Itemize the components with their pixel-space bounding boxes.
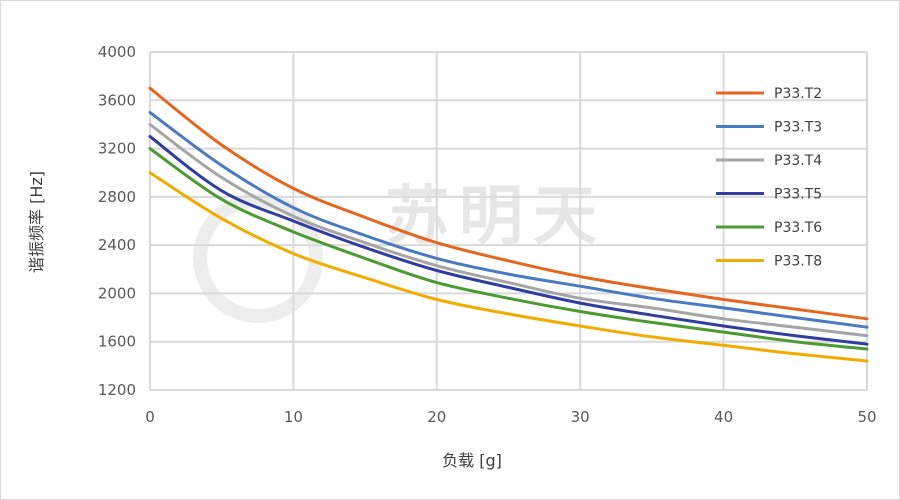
legend-label: P33.T4 [774,153,822,169]
y-tick-label: 2800 [98,188,136,206]
series-line-p33-t8 [148,171,869,363]
legend-label: P33.T8 [774,254,822,270]
x-tick-label: 10 [284,408,303,426]
legend: P33.T2 P33.T3 P33.T4 P33.T5 P33.T6 P33.T8 [716,86,822,270]
series-line-p33-t5 [148,135,869,346]
x-tick-label: 0 [145,408,155,426]
series-lines [148,86,869,363]
watermark-text: 苏明天 [385,180,607,254]
y-tick-label: 4000 [98,43,136,61]
series-line-p33-t6 [148,147,869,351]
legend-label: P33.T5 [774,187,822,203]
x-axis-title: 负载 [g] [442,451,502,470]
series-line-p33-t2 [148,86,869,321]
grid [149,51,868,391]
y-tick-label: 1200 [98,381,136,399]
legend-label: P33.T6 [774,220,822,236]
y-tick-label: 1600 [98,333,136,351]
x-tick-label: 20 [427,408,446,426]
legend-label: P33.T2 [774,86,822,102]
series-line-p33-t4 [148,122,869,338]
x-tick-label: 50 [857,408,876,426]
legend-label: P33.T3 [774,120,822,136]
y-tick-label: 3200 [98,140,136,158]
axes: 1200 1600 2000 2400 2800 3200 3600 4000 0 10 20 30 4… [98,43,877,426]
y-tick-label: 2000 [98,284,136,302]
x-tick-label: 40 [714,408,733,426]
series-line-p33-t3 [148,110,869,329]
x-tick-label: 30 [571,408,590,426]
y-tick-label: 2400 [98,236,136,254]
y-tick-label: 3600 [98,91,136,109]
y-axis-title: 谐振频率 [Hz] [27,171,46,273]
